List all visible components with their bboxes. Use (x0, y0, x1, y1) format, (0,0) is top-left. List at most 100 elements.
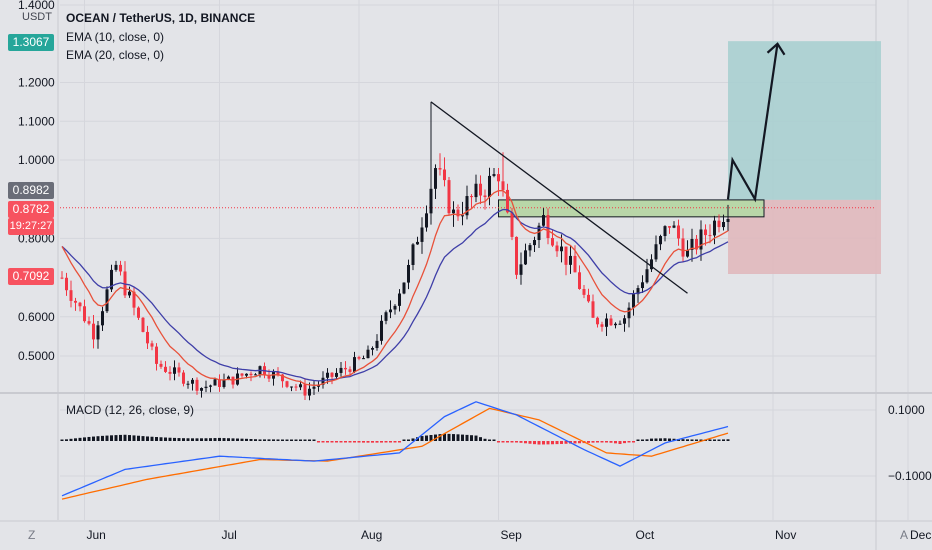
candle-body (402, 282, 406, 294)
candle-body (119, 264, 122, 272)
histogram-bar (726, 439, 730, 441)
candle-body (339, 367, 343, 373)
histogram-bar (267, 439, 271, 441)
histogram-bar (312, 439, 316, 441)
candle-body (456, 209, 460, 217)
time-tick-label: Jul (222, 528, 237, 542)
histogram-bar (281, 439, 284, 441)
ema10-legend[interactable]: EMA (10, close, 0) (66, 30, 165, 44)
candle-body (393, 305, 397, 310)
candle-body (285, 381, 289, 387)
histogram-bar (366, 441, 370, 443)
candle-body (618, 323, 622, 325)
candle-body (411, 244, 415, 265)
candle-body (366, 349, 370, 359)
candle-body (74, 300, 77, 303)
histogram-bar (114, 435, 118, 441)
histogram-bar (344, 441, 347, 443)
histogram-bar (245, 438, 248, 441)
candle-body (141, 317, 145, 332)
candle-body (330, 372, 334, 377)
histogram-bar (254, 439, 257, 441)
symbol-title[interactable]: OCEAN / TetherUS, 1D, BINANCE (66, 11, 256, 25)
histogram-bar (668, 438, 671, 441)
ema20-legend[interactable]: EMA (20, close, 0) (66, 48, 165, 62)
timezone-icon[interactable]: Z (28, 528, 36, 542)
histogram-bar (168, 437, 172, 441)
candle-body (587, 294, 590, 302)
candle-body (699, 229, 703, 250)
candle-body (501, 181, 505, 190)
histogram-bar (479, 437, 482, 441)
candle-body (173, 367, 176, 374)
histogram-bar (60, 439, 64, 441)
price-tick-label: 1.4000 (18, 0, 55, 12)
candle-body (488, 175, 491, 198)
candle-body (447, 180, 451, 214)
histogram-bar (384, 441, 388, 443)
candle-body (209, 385, 212, 387)
macd-histogram (60, 433, 730, 445)
currency-label: USDT (22, 11, 52, 23)
histogram-bar (137, 435, 140, 441)
macd-legend[interactable]: MACD (12, 26, close, 9) (66, 403, 195, 417)
histogram-bar (231, 438, 235, 441)
candle-body (528, 245, 532, 251)
candle-body (87, 321, 91, 324)
target-price-badge: 1.3067 (8, 34, 54, 51)
histogram-bar (551, 441, 554, 445)
candle-body (596, 317, 599, 325)
histogram-bar (308, 439, 311, 441)
histogram-bar (398, 441, 401, 443)
candle-body (389, 309, 392, 313)
histogram-bar (285, 439, 289, 441)
candle-body (443, 169, 446, 181)
histogram-bar (195, 438, 199, 441)
time-tick-label: Oct (636, 528, 655, 542)
histogram-bar (542, 441, 545, 445)
candle-body (614, 323, 617, 326)
candle-body (416, 241, 419, 245)
candle-body (465, 196, 469, 216)
histogram-bar (654, 438, 658, 441)
histogram-bar (263, 439, 266, 441)
candle-body (726, 219, 730, 223)
target-zone (728, 41, 881, 200)
histogram-bar (164, 437, 167, 441)
candle-body (281, 374, 284, 382)
candle-body (222, 379, 226, 387)
candle-body (303, 384, 307, 396)
histogram-bar (92, 436, 95, 441)
histogram-bar (204, 438, 208, 441)
histogram-bar (258, 439, 262, 441)
histogram-bar (105, 435, 109, 441)
macd-tick-label: 0.1000 (888, 403, 925, 417)
time-tick-label: Jun (87, 528, 106, 542)
projection-arrow (726, 43, 779, 203)
candle-body (537, 225, 541, 241)
candle-body (92, 323, 95, 340)
histogram-bar (128, 435, 131, 441)
candle-body (353, 357, 356, 372)
histogram-bar (686, 439, 689, 441)
histogram-bar (209, 438, 212, 441)
histogram-bar (393, 441, 397, 443)
candle-body (425, 213, 428, 228)
candle-body (420, 227, 424, 242)
histogram-bar (213, 438, 217, 441)
candle-body (155, 346, 158, 364)
histogram-bar (699, 439, 703, 441)
histogram-bar (249, 439, 253, 441)
candle-body (591, 301, 595, 318)
candle-body (254, 374, 257, 376)
candle-body (182, 372, 185, 384)
histogram-bar (623, 441, 626, 444)
histogram-bar (650, 438, 653, 441)
candle-body (101, 311, 104, 326)
candle-body (609, 318, 613, 326)
auto-scale-icon[interactable]: A (900, 528, 909, 542)
histogram-bar (402, 439, 406, 441)
candle-body (690, 238, 694, 250)
candle-body (555, 245, 559, 252)
